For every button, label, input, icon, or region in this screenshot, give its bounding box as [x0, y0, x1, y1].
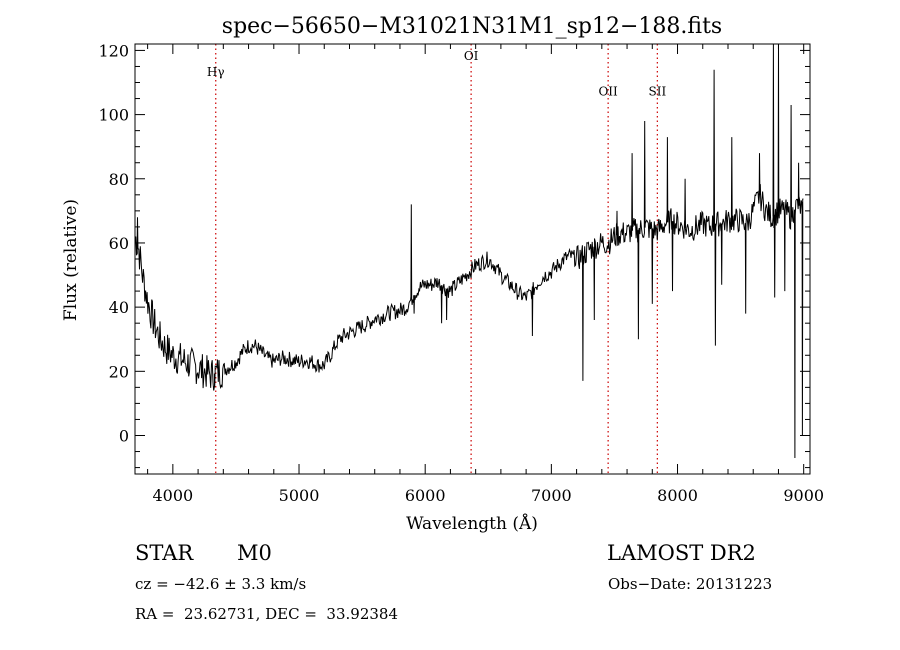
x-tick-label: 8000 — [657, 486, 698, 505]
spectral-line-label: OII — [598, 84, 618, 98]
spectral-lines: Hγ OI OII SII — [207, 44, 666, 474]
x-tick-label: 4000 — [152, 486, 193, 505]
spectrum-series — [134, 43, 804, 459]
y-axis-label: Flux (relative) — [61, 199, 81, 321]
y-tick-label: 0 — [119, 426, 129, 445]
x-axis-label: Wavelength (Å) — [406, 513, 538, 534]
spectral-line-label: Hγ — [207, 65, 225, 79]
x-tick-label: 5000 — [279, 486, 320, 505]
spectral-line-label: OI — [464, 49, 479, 63]
object-class: STAR — [135, 541, 194, 565]
x-tick-label: 9000 — [783, 486, 824, 505]
plot-frame — [134, 43, 811, 475]
y-tick-label: 40 — [109, 298, 129, 317]
y-tick-label: 80 — [109, 170, 129, 189]
object-subclass: M0 — [237, 541, 272, 565]
y-tick-label: 120 — [98, 41, 129, 60]
redshift-readout: cz = −42.6 ± 3.3 km/s — [135, 575, 307, 593]
chart-title: spec−56650−M31021N31M1_sp12−188.fits — [222, 14, 722, 39]
y-tick-label: 60 — [109, 234, 129, 253]
y-tick-label: 20 — [109, 362, 129, 381]
survey-name: LAMOST DR2 — [607, 541, 756, 565]
y-tick-label: 100 — [98, 106, 129, 125]
flux-line — [134, 43, 804, 459]
x-tick-label: 7000 — [531, 486, 572, 505]
axis-ticks: 4000 5000 6000 7000 8000 9000 0 20 40 60 80 100 120 — [98, 41, 824, 505]
obs-date: Obs−Date: 20131223 — [608, 575, 773, 593]
spectral-line-label: SII — [648, 84, 666, 98]
coordinates: RA = 23.62731, DEC = 33.92384 — [135, 605, 399, 623]
x-tick-label: 6000 — [405, 486, 446, 505]
